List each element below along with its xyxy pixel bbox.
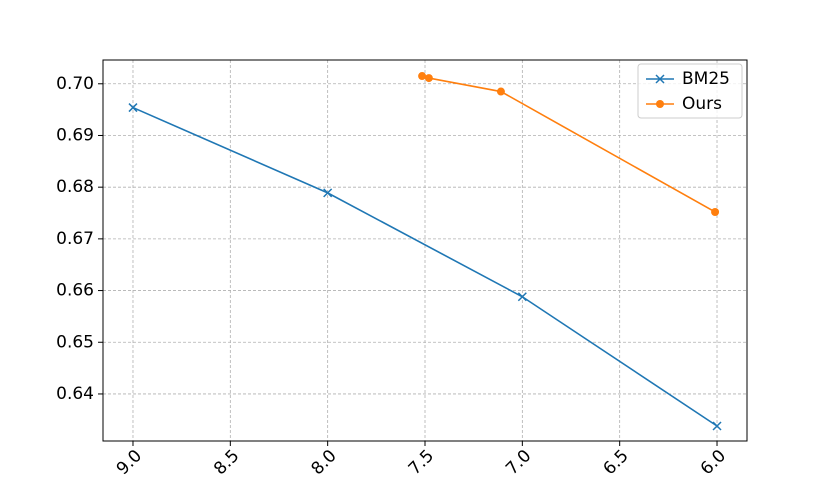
marker bbox=[496, 87, 505, 96]
y-tick-label: 0.69 bbox=[56, 125, 94, 145]
x-tick-label: 9.0 bbox=[113, 446, 146, 479]
marker bbox=[418, 72, 427, 81]
marker bbox=[517, 292, 527, 302]
marker bbox=[424, 74, 433, 83]
x-tick-label: 6.5 bbox=[599, 446, 632, 479]
plot-frame bbox=[102, 59, 748, 442]
x-tick-label: 6.0 bbox=[697, 446, 730, 479]
marker bbox=[712, 421, 722, 431]
y-tick-label: 0.67 bbox=[56, 229, 94, 249]
series-line bbox=[132, 106, 718, 427]
legend-label: BM25 bbox=[682, 69, 730, 89]
y-tick-label: 0.68 bbox=[56, 177, 94, 197]
marker bbox=[323, 188, 333, 198]
x-tick-label: 8.5 bbox=[210, 446, 243, 479]
x-tick-label: 7.5 bbox=[405, 446, 438, 479]
marker bbox=[128, 103, 138, 113]
x-tick-label: 8.0 bbox=[307, 446, 340, 479]
marker bbox=[655, 74, 665, 84]
y-tick-label: 0.66 bbox=[56, 281, 94, 301]
legend-label: Ours bbox=[682, 94, 722, 114]
marker bbox=[711, 207, 720, 216]
x-tick-label: 7.0 bbox=[502, 446, 535, 479]
y-tick-label: 0.65 bbox=[56, 332, 94, 352]
marker bbox=[656, 100, 664, 108]
y-tick-label: 0.64 bbox=[56, 384, 94, 404]
y-tick-label: 0.70 bbox=[56, 74, 94, 94]
